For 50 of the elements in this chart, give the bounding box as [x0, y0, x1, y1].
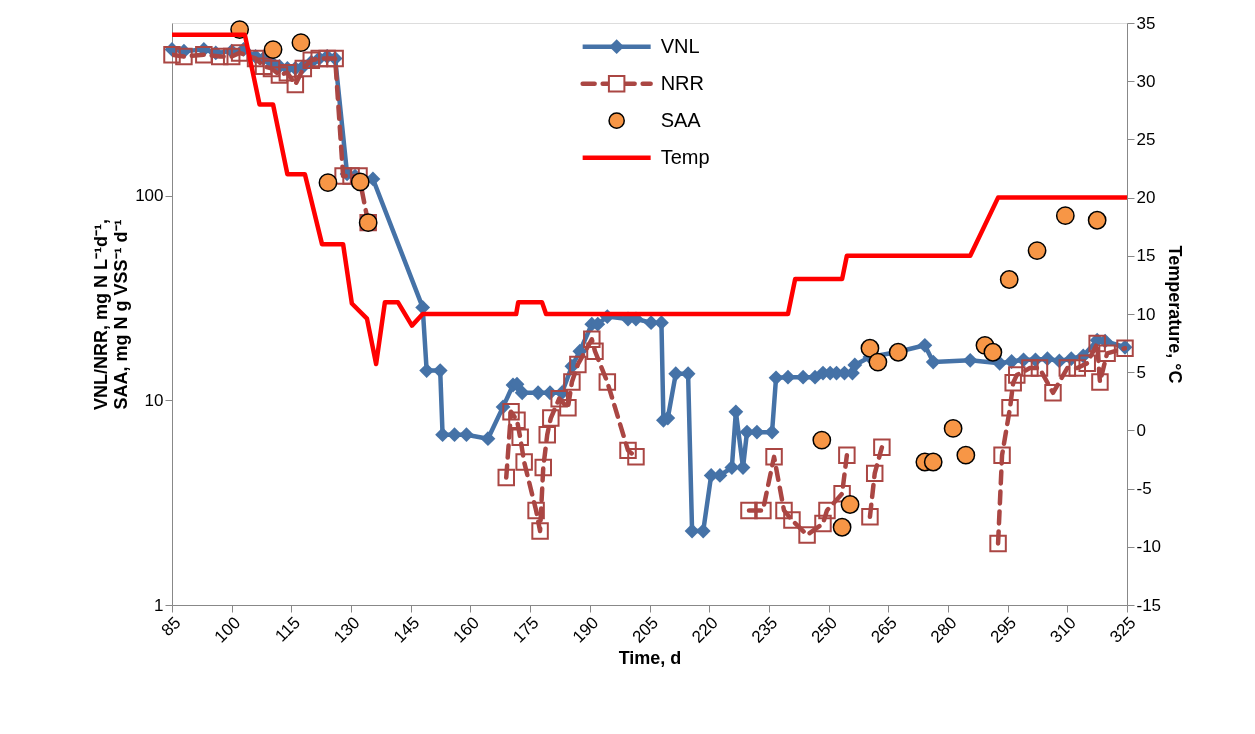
- x-tick-label: 310: [1046, 613, 1080, 647]
- x-tick-label: 115: [271, 613, 304, 646]
- point: [1087, 210, 1107, 230]
- point: [868, 352, 888, 372]
- y-axis-title: VNL/NRR, mg N L⁻¹d⁻¹, SAA, mg N g VSS⁻¹ d⁻¹: [91, 219, 132, 410]
- x-tick-label: 280: [926, 613, 961, 647]
- x-tick-label: 220: [688, 613, 722, 647]
- x-tick-label: 295: [986, 613, 1021, 647]
- y-tick-label: 100: [135, 186, 164, 206]
- y2-tick-label: 25: [1136, 129, 1156, 149]
- point: [1027, 241, 1047, 261]
- x-tick-label: 175: [509, 613, 543, 647]
- y2-axis-title: Temperature, °C: [1165, 245, 1186, 384]
- y-tick-label: 1: [154, 595, 164, 615]
- y2-tick-label: 30: [1136, 71, 1156, 91]
- point: [943, 419, 963, 438]
- x-tick-label: 325: [1106, 613, 1140, 647]
- x-tick-label: 145: [389, 613, 424, 647]
- x-tick-label: 250: [807, 613, 842, 647]
- y2-tick-label: 15: [1136, 246, 1156, 266]
- point: [888, 342, 908, 362]
- point: [291, 33, 311, 53]
- point: [999, 270, 1019, 289]
- legend-label: NRR: [660, 71, 704, 94]
- point: [1055, 206, 1075, 226]
- legend-label: VNL: [660, 34, 700, 57]
- point: [812, 430, 832, 450]
- x-tick-label: 160: [449, 613, 483, 647]
- y2-tick-label: 5: [1136, 362, 1146, 382]
- x-tick-label: 265: [867, 613, 901, 647]
- x-tick-label: 85: [157, 613, 185, 640]
- x-tick-label: 100: [210, 613, 245, 647]
- y2-tick-label: -10: [1136, 537, 1162, 557]
- y2-tick-label: 35: [1136, 13, 1156, 33]
- x-tick-label: 190: [568, 613, 603, 647]
- point: [956, 445, 976, 465]
- y2-tick-label: 0: [1136, 420, 1146, 440]
- y2-tick-label: -5: [1136, 479, 1152, 499]
- y-tick-label: 10: [144, 390, 164, 410]
- point: [923, 452, 943, 472]
- y2-tick-label: 10: [1136, 304, 1156, 324]
- x-tick-label: 130: [330, 613, 364, 647]
- x-axis-title: Time, d: [618, 647, 682, 668]
- legend-label: SAA: [660, 108, 702, 131]
- y2-tick-label: 20: [1136, 188, 1156, 208]
- y2-tick-label: -15: [1136, 595, 1162, 615]
- point: [860, 338, 880, 358]
- x-tick-label: 205: [628, 613, 663, 647]
- legend-label: Temp: [660, 145, 710, 168]
- x-tick-label: 235: [747, 613, 782, 647]
